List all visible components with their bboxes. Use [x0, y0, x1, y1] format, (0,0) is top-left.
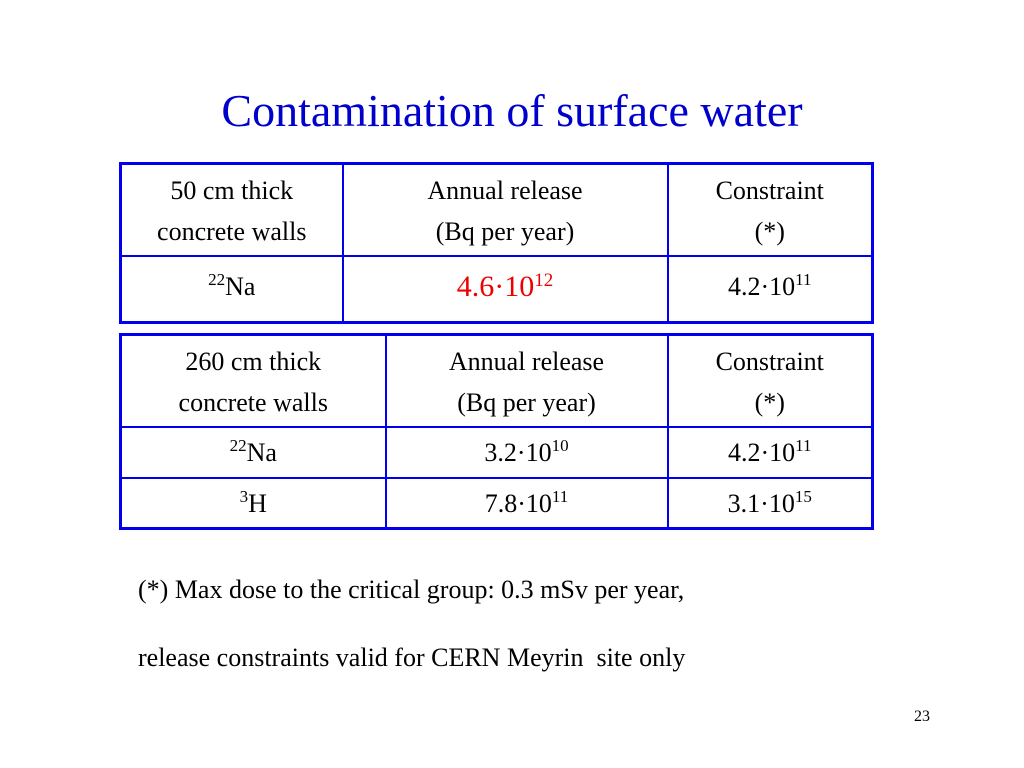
mantissa: 4.2·10 [727, 271, 796, 301]
data-row: 22Na 3.2·1010 4.2·1011 [119, 425, 874, 479]
exponent: 10 [551, 435, 569, 455]
text: concrete walls [157, 217, 307, 246]
text: (Bq per year) [457, 388, 596, 417]
element: Na [246, 437, 277, 467]
mantissa: 3.2·10 [484, 437, 552, 467]
element: Na [225, 271, 256, 301]
release-table: 260 cm thick concrete walls Annual releas… [119, 333, 874, 530]
header-row: 260 cm thick concrete walls Annual releas… [119, 333, 874, 428]
data-row: 3H 7.8·1011 3.1·1015 [119, 476, 874, 530]
text: (*) [754, 217, 785, 246]
text: Constraint [715, 176, 824, 205]
value-cell: 3.1·1015 [666, 476, 874, 530]
data-row: 22Na 4.6·1012 4.2·1011 [119, 254, 874, 324]
exponent: 12 [534, 269, 554, 291]
header-cell: 50 cm thick concrete walls [119, 162, 344, 257]
text: concrete walls [178, 388, 328, 417]
text: Annual release [448, 347, 605, 376]
isotope-cell: 3H [119, 476, 387, 530]
header-row: 50 cm thick concrete walls Annual release… [119, 162, 874, 257]
footnote: (*) Max dose to the critical group: 0.3 … [138, 575, 685, 604]
mantissa: 7.8·10 [484, 488, 552, 518]
value-cell: 4.2·1011 [666, 254, 874, 324]
slide-title: Contamination of surface water [221, 85, 803, 136]
exponent: 15 [794, 486, 812, 506]
mantissa: 4.6·10 [456, 269, 535, 303]
mass-number: 3 [239, 486, 249, 506]
text: (*) [754, 388, 785, 417]
exponent: 11 [795, 269, 812, 289]
mantissa: 4.2·10 [727, 437, 796, 467]
header-cell: Constraint (*) [666, 333, 874, 428]
header-cell: 260 cm thick concrete walls [119, 333, 387, 428]
release-table: 50 cm thick concrete walls Annual release… [119, 162, 874, 324]
text: 260 cm thick [185, 347, 322, 376]
text: (Bq per year) [435, 217, 575, 246]
mantissa: 3.1·10 [727, 488, 795, 518]
footnote: release constraints valid for CERN Meyri… [138, 643, 686, 672]
mass-number: 22 [229, 435, 247, 455]
mass-number: 22 [208, 269, 226, 289]
value-cell: 7.8·1011 [384, 476, 669, 530]
isotope-cell: 22Na [119, 425, 387, 479]
exponent: 11 [551, 486, 569, 506]
page-number: 23 [914, 708, 930, 725]
header-cell: Constraint (*) [666, 162, 874, 257]
value-cell: 4.2·1011 [666, 425, 874, 479]
text: 50 cm thick [170, 176, 294, 205]
isotope-cell: 22Na [119, 254, 344, 324]
header-cell: Annual release (Bq per year) [341, 162, 669, 257]
value-cell: 3.2·1010 [384, 425, 669, 479]
header-cell: Annual release (Bq per year) [384, 333, 669, 428]
value-cell: 4.6·1012 [341, 254, 669, 324]
text: Constraint [715, 347, 824, 376]
element: H [248, 488, 267, 518]
exponent: 11 [795, 435, 812, 455]
text: Annual release [427, 176, 583, 205]
